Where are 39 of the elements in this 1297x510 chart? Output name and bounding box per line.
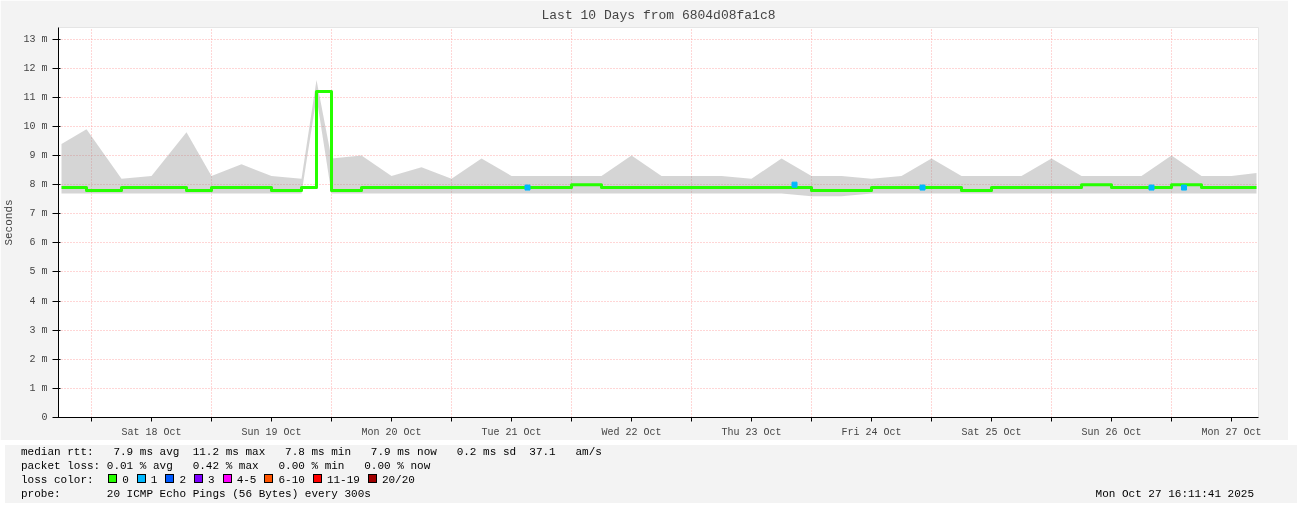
x-tick-label: Sun 19 Oct [241, 426, 302, 438]
x-tick-label: Mon 27 Oct [1201, 426, 1262, 438]
x-tick-label: Sat 18 Oct [121, 426, 182, 438]
x-tick-label: Sat 25 Oct [961, 426, 1022, 438]
x-tick-label: Tue 21 Oct [481, 426, 542, 438]
legend-label: 1 [150, 474, 158, 486]
x-tick-label: Thu 23 Oct [721, 426, 782, 438]
y-tick-label: 6 m [29, 237, 48, 249]
text: median rtt: 7.9 ms avg 11.2 ms max 7.8 ms min 7.9 ms now 0.2 ms sd 37.1 am/s [21, 446, 602, 458]
y-tick-label: 11 m [23, 91, 48, 103]
legend-label: 3 [208, 474, 215, 486]
y-axis-title: Seconds [3, 199, 16, 246]
text: Mon Oct 27 16:11:41 2025 [1095, 487, 1254, 501]
text: probe: 20 ICMP Echo Pings (56 Bytes) every 300s [21, 488, 371, 500]
x-tick-label: Sun 26 Oct [1081, 426, 1142, 438]
y-tick-label: 10 m [23, 120, 48, 132]
y-tick-label: 12 m [23, 62, 48, 74]
y-tick-label: 4 m [29, 295, 48, 307]
chart-title: Last 10 Days from 6804d08fa1c8 [541, 7, 776, 23]
y-tick-label: 9 m [29, 150, 48, 162]
x-tick-label: Fri 24 Oct [841, 426, 902, 438]
y-tick-label: 0 [41, 412, 48, 423]
y-tick-label: 13 m [23, 33, 48, 45]
x-tick-label: Mon 20 Oct [361, 426, 422, 438]
legend-title: loss color: [21, 474, 94, 486]
legend-label: 4-5 [236, 474, 257, 486]
y-tick-label: 8 m [29, 179, 48, 191]
legend-label: 6-10 [278, 474, 305, 486]
text: packet loss: 0.01 % avg 0.42 % max 0.00 % min 0.00 % now [21, 460, 431, 472]
legend-label: 11-19 [326, 474, 360, 486]
y-tick-label: 5 m [29, 266, 48, 278]
y-tick-label: 7 m [29, 208, 48, 220]
y-tick-label: 1 m [29, 382, 48, 394]
y-tick-label: 3 m [29, 324, 48, 336]
y-tick-label: 2 m [29, 353, 48, 365]
legend-label: 20/20 [381, 474, 415, 486]
x-tick-label: Wed 22 Oct [601, 426, 662, 438]
legend-label: 0 [122, 474, 129, 486]
legend-label: 2 [179, 474, 187, 486]
